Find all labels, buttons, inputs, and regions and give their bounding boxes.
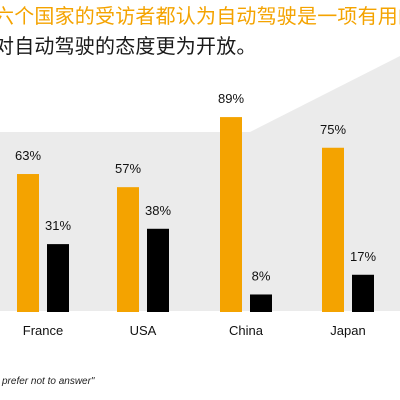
- category-label-usa: USA: [130, 323, 157, 338]
- bar-china-series-1: [220, 117, 242, 312]
- bar-usa-series-1: [117, 187, 139, 312]
- category-label-china: China: [229, 323, 264, 338]
- category-label-france: France: [23, 323, 63, 338]
- bar-japan-series-1: [322, 147, 344, 312]
- footnote: prefer not to answer": [2, 376, 95, 387]
- data-label-japan-series-1: 75%: [320, 122, 346, 137]
- data-label-france-series-2: 31%: [45, 218, 71, 233]
- headline-line-1: 六个国家的受访者都认为自动驾驶是一项有用的: [0, 4, 400, 28]
- bar-japan-series-2: [352, 274, 374, 312]
- background-band: [0, 56, 400, 312]
- data-label-france-series-1: 63%: [15, 148, 41, 163]
- headline-line-2: 对自动驾驶的态度更为开放。: [0, 34, 257, 58]
- bar-usa-series-2: [147, 228, 169, 312]
- bar-france-series-1: [17, 174, 39, 312]
- category-label-japan: Japan: [330, 323, 365, 338]
- bar-france-series-2: [47, 244, 69, 312]
- data-label-usa-series-2: 38%: [145, 203, 171, 218]
- data-label-usa-series-1: 57%: [115, 161, 141, 176]
- data-label-china-series-2: 8%: [252, 268, 271, 283]
- bar-china-series-2: [250, 294, 272, 312]
- data-label-japan-series-2: 17%: [350, 249, 376, 264]
- data-label-china-series-1: 89%: [218, 91, 244, 106]
